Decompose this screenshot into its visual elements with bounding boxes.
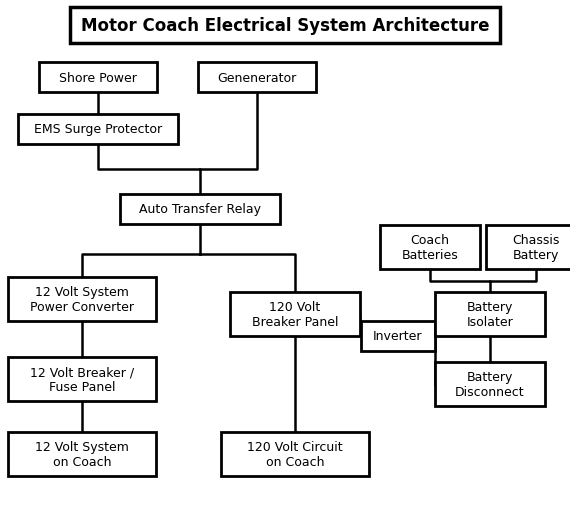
Text: 12 Volt Breaker /
Fuse Panel: 12 Volt Breaker / Fuse Panel <box>30 365 134 393</box>
FancyBboxPatch shape <box>8 277 156 321</box>
Text: Auto Transfer Relay: Auto Transfer Relay <box>139 203 261 216</box>
Text: Shore Power: Shore Power <box>59 71 137 84</box>
FancyBboxPatch shape <box>221 432 369 476</box>
Text: Coach
Batteries: Coach Batteries <box>402 233 458 262</box>
Text: Inverter: Inverter <box>373 330 423 343</box>
FancyBboxPatch shape <box>380 226 480 270</box>
FancyBboxPatch shape <box>230 292 360 336</box>
Text: Battery
Isolater: Battery Isolater <box>467 300 514 328</box>
Text: Chassis
Battery: Chassis Battery <box>512 233 560 262</box>
Text: Battery
Disconnect: Battery Disconnect <box>455 370 525 398</box>
FancyBboxPatch shape <box>120 194 280 225</box>
Text: 12 Volt System
on Coach: 12 Volt System on Coach <box>35 440 129 468</box>
Text: 12 Volt System
Power Converter: 12 Volt System Power Converter <box>30 285 134 314</box>
FancyBboxPatch shape <box>70 8 500 44</box>
FancyBboxPatch shape <box>8 432 156 476</box>
FancyBboxPatch shape <box>39 63 157 93</box>
FancyBboxPatch shape <box>18 115 178 145</box>
FancyBboxPatch shape <box>8 358 156 401</box>
FancyBboxPatch shape <box>486 226 570 270</box>
Text: Genenerator: Genenerator <box>217 71 296 84</box>
Text: Motor Coach Electrical System Architecture: Motor Coach Electrical System Architectu… <box>81 17 489 35</box>
FancyBboxPatch shape <box>361 321 435 351</box>
Text: 120 Volt Circuit
on Coach: 120 Volt Circuit on Coach <box>247 440 343 468</box>
FancyBboxPatch shape <box>435 362 545 406</box>
FancyBboxPatch shape <box>435 292 545 336</box>
Text: 120 Volt
Breaker Panel: 120 Volt Breaker Panel <box>252 300 338 328</box>
FancyBboxPatch shape <box>198 63 316 93</box>
Text: EMS Surge Protector: EMS Surge Protector <box>34 123 162 136</box>
